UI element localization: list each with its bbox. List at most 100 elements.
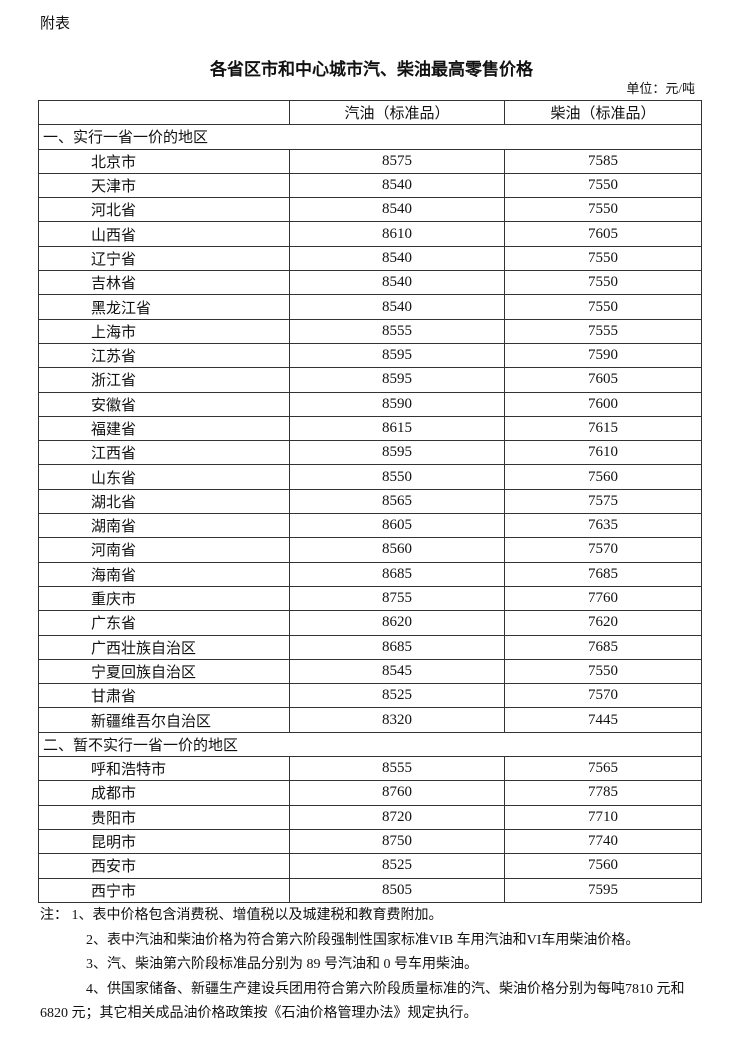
diesel-price: 7555 <box>504 318 702 344</box>
region-name: 浙江省 <box>38 367 290 393</box>
gasoline-price: 8540 <box>289 294 505 320</box>
gasoline-price: 8540 <box>289 197 505 223</box>
header-diesel: 柴油（标准品） <box>504 99 702 126</box>
diesel-price: 7740 <box>504 828 702 855</box>
diesel-price: 7550 <box>504 245 702 272</box>
table-row: 西宁市 8505 7595 <box>38 877 702 903</box>
gasoline-price: 8560 <box>289 537 505 563</box>
table-row: 天津市 8540 7550 <box>38 172 702 199</box>
diesel-price: 7710 <box>504 804 702 830</box>
gasoline-price: 8545 <box>289 658 505 685</box>
gasoline-price: 8540 <box>289 270 505 296</box>
table-row: 福建省 8615 7615 <box>38 415 702 442</box>
table-row: 宁夏回族自治区 8545 7550 <box>38 658 702 685</box>
table-row: 山东省 8550 7560 <box>38 464 702 490</box>
gasoline-price: 8565 <box>289 488 505 515</box>
table-row: 辽宁省 8540 7550 <box>38 245 702 272</box>
diesel-price: 7550 <box>504 197 702 223</box>
note-1: 注： 1、表中价格包含消费税、增值税以及城建税和教育费附加。 <box>40 908 443 923</box>
table-row: 湖南省 8605 7635 <box>38 513 702 539</box>
table-row: 贵阳市 8720 7710 <box>38 804 702 830</box>
table-row: 浙江省 8595 7605 <box>38 367 702 393</box>
gasoline-price: 8685 <box>289 561 505 587</box>
gasoline-price: 8595 <box>289 440 505 466</box>
diesel-price: 7575 <box>504 488 702 515</box>
region-name: 海南省 <box>38 561 290 587</box>
region-name: 呼和浩特市 <box>38 756 290 782</box>
region-name: 安徽省 <box>38 391 290 417</box>
table-row: 上海市 8555 7555 <box>38 318 702 344</box>
gasoline-price: 8760 <box>289 780 505 806</box>
notes: 注： 1、表中价格包含消费税、增值税以及城建税和教育费附加。 2、表中汽油和柴油… <box>40 904 705 1027</box>
section-label: 二、暂不实行一省一价的地区 <box>38 731 702 758</box>
diesel-price: 7445 <box>504 707 702 733</box>
table-row: 安徽省 8590 7600 <box>38 391 702 417</box>
gasoline-price: 8755 <box>289 585 505 612</box>
diesel-price: 7605 <box>504 221 702 247</box>
diesel-price: 7685 <box>504 561 702 587</box>
diesel-price: 7585 <box>504 148 702 174</box>
region-name: 湖北省 <box>38 488 290 515</box>
gasoline-price: 8610 <box>289 221 505 247</box>
header-gasoline: 汽油（标准品） <box>289 99 505 126</box>
diesel-price: 7605 <box>504 367 702 393</box>
region-name: 重庆市 <box>38 585 290 612</box>
diesel-price: 7570 <box>504 537 702 563</box>
gasoline-price: 8595 <box>289 342 505 369</box>
section-label: 一、实行一省一价的地区 <box>38 124 702 150</box>
diesel-price: 7550 <box>504 294 702 320</box>
region-name: 西宁市 <box>38 877 290 903</box>
gasoline-price: 8540 <box>289 172 505 199</box>
table-row: 江西省 8595 7610 <box>38 440 702 466</box>
region-name: 江西省 <box>38 440 290 466</box>
table-row: 呼和浩特市 8555 7565 <box>38 756 702 782</box>
note-3: 3、汽、柴油第六阶段标准品分别为 89 号汽油和 0 号车用柴油。 <box>86 957 478 972</box>
diesel-price: 7635 <box>504 513 702 539</box>
note-4: 4、供国家储备、新疆生产建设兵团用符合第六阶段质量标准的汽、柴油价格分别为每吨7… <box>40 981 685 1022</box>
gasoline-price: 8525 <box>289 683 505 709</box>
gasoline-price: 8320 <box>289 707 505 733</box>
region-name: 昆明市 <box>38 828 290 855</box>
gasoline-price: 8555 <box>289 318 505 344</box>
table-row: 黑龙江省 8540 7550 <box>38 294 702 320</box>
table-row: 湖北省 8565 7575 <box>38 488 702 515</box>
region-name: 天津市 <box>38 172 290 199</box>
diesel-price: 7620 <box>504 610 702 636</box>
table-row: 海南省 8685 7685 <box>38 561 702 587</box>
unit-label: 单位：元/吨 <box>626 81 695 96</box>
region-name: 福建省 <box>38 415 290 442</box>
diesel-price: 7550 <box>504 270 702 296</box>
diesel-price: 7560 <box>504 853 702 879</box>
table-row: 甘肃省 8525 7570 <box>38 683 702 709</box>
table-row: 广西壮族自治区 8685 7685 <box>38 634 702 660</box>
region-name: 吉林省 <box>38 270 290 296</box>
region-name: 上海市 <box>38 318 290 344</box>
gasoline-price: 8605 <box>289 513 505 539</box>
region-name: 成都市 <box>38 780 290 806</box>
region-name: 甘肃省 <box>38 683 290 709</box>
diesel-price: 7685 <box>504 634 702 660</box>
gasoline-price: 8615 <box>289 415 505 442</box>
gasoline-price: 8750 <box>289 828 505 855</box>
region-name: 山东省 <box>38 464 290 490</box>
region-name: 宁夏回族自治区 <box>38 658 290 685</box>
diesel-price: 7600 <box>504 391 702 417</box>
gasoline-price: 8685 <box>289 634 505 660</box>
gasoline-price: 8505 <box>289 877 505 903</box>
section-row: 二、暂不实行一省一价的地区 <box>38 731 702 758</box>
region-name: 黑龙江省 <box>38 294 290 320</box>
diesel-price: 7590 <box>504 342 702 369</box>
diesel-price: 7610 <box>504 440 702 466</box>
gasoline-price: 8590 <box>289 391 505 417</box>
region-name: 北京市 <box>38 148 290 174</box>
gasoline-price: 8540 <box>289 245 505 272</box>
region-name: 辽宁省 <box>38 245 290 272</box>
region-name: 河南省 <box>38 537 290 563</box>
diesel-price: 7550 <box>504 658 702 685</box>
gasoline-price: 8575 <box>289 148 505 174</box>
table-row: 西安市 8525 7560 <box>38 853 702 879</box>
gasoline-price: 8550 <box>289 464 505 490</box>
appendix-label: 附表 <box>40 16 71 32</box>
region-name: 湖南省 <box>38 513 290 539</box>
table-body: 一、实行一省一价的地区 北京市 8575 7585 天津市 8540 7550 河北省 8540… <box>38 124 702 903</box>
